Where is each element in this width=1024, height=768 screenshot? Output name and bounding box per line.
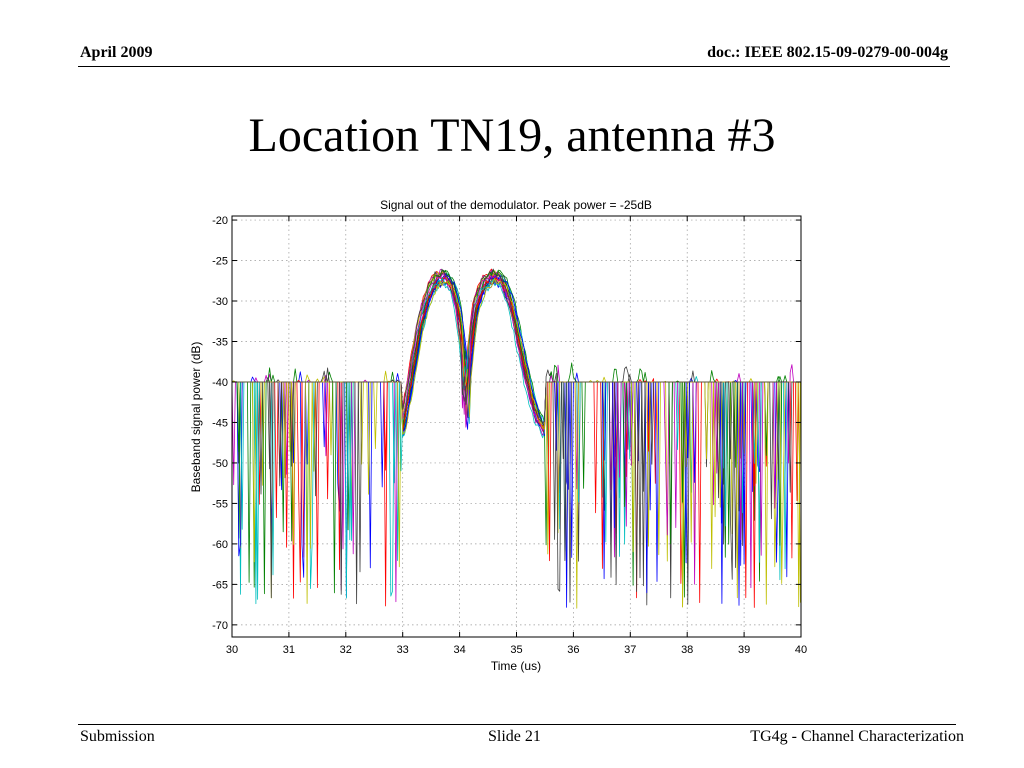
- x-tick-label: 35: [510, 644, 522, 656]
- y-tick-label: -20: [212, 215, 228, 227]
- header-date: April 2009: [80, 44, 153, 61]
- y-tick-label: -35: [212, 336, 228, 348]
- header-rule: [78, 66, 950, 67]
- footer-rule: [78, 724, 956, 725]
- footer-topic: TG4g - Channel Characterization: [750, 728, 964, 745]
- y-tick-label: -40: [212, 377, 228, 389]
- y-tick-label: -55: [212, 498, 228, 510]
- x-tick-label: 30: [226, 644, 238, 656]
- y-tick-label: -45: [212, 417, 228, 429]
- x-tick-label: 36: [567, 644, 579, 656]
- y-tick-label: -25: [212, 256, 228, 268]
- footer-slide-number: Slide 21: [488, 728, 541, 745]
- x-tick-label: 34: [453, 644, 465, 656]
- chart-container: Signal out of the demodulator. Peak powe…: [180, 188, 820, 678]
- x-tick-label: 40: [795, 644, 807, 656]
- x-tick-label: 33: [397, 644, 409, 656]
- x-tick-label: 39: [738, 644, 750, 656]
- y-tick-label: -60: [212, 539, 228, 551]
- series-lines: [231, 268, 801, 609]
- slide-title: Location TN19, antenna #3: [248, 109, 776, 162]
- y-tick-label: -50: [212, 458, 228, 470]
- x-tick-label: 31: [283, 644, 295, 656]
- x-tick-label: 32: [340, 644, 352, 656]
- y-axis-label: Baseband signal power (dB): [189, 342, 203, 493]
- x-axis-label: Time (us): [491, 659, 541, 673]
- y-tick-label: -30: [212, 296, 228, 308]
- chart-title: Signal out of the demodulator. Peak powe…: [380, 198, 652, 212]
- x-tick-label: 38: [681, 644, 693, 656]
- header-doc-id: doc.: IEEE 802.15-09-0279-00-004g: [707, 44, 948, 61]
- axis-ticks: 30 31 32 33 34 35 36 37 38 39 40 -20 -25 -30 -35 -40 -45…: [212, 215, 807, 656]
- series-line: [232, 268, 801, 605]
- y-tick-label: -65: [212, 579, 228, 591]
- y-tick-label: -70: [212, 620, 228, 632]
- x-tick-label: 37: [624, 644, 636, 656]
- chart-svg: Signal out of the demodulator. Peak powe…: [189, 198, 807, 673]
- footer-submission: Submission: [80, 728, 155, 745]
